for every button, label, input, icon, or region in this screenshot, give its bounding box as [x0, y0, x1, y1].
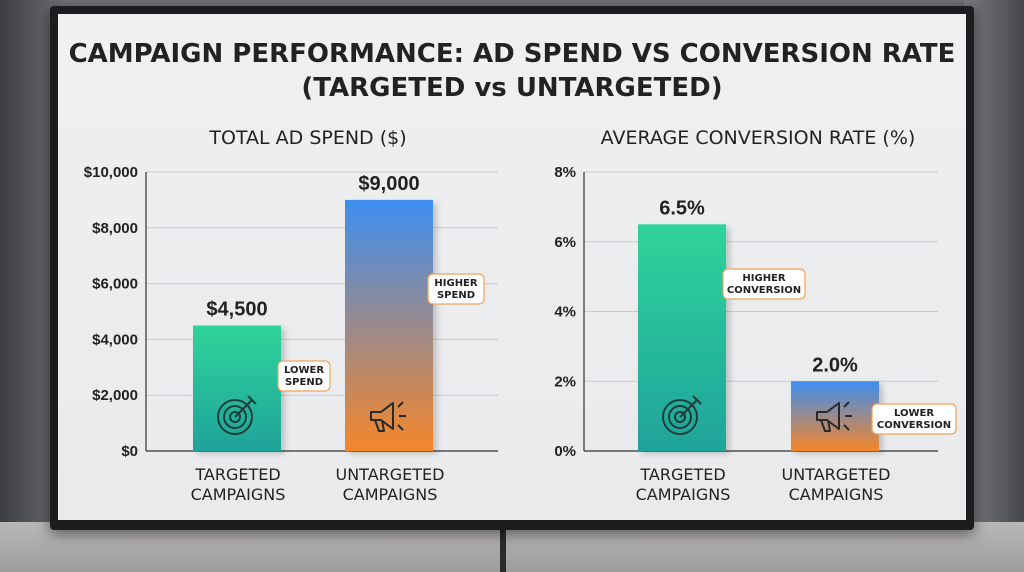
annotation-text: CONVERSION: [877, 420, 951, 431]
category-label: CAMPAIGNS: [636, 485, 731, 504]
category-label: CAMPAIGNS: [789, 485, 884, 504]
y-tick-label: 0%: [554, 443, 576, 460]
bar-value-label: 6.5%: [659, 197, 705, 219]
bar-targeted: [193, 325, 281, 451]
bar-untargeted: [791, 381, 879, 451]
category-label: UNTARGETED: [336, 465, 445, 484]
y-tick-label: $0: [121, 443, 138, 460]
annotation-text: SPEND: [285, 377, 323, 388]
chart-title: AVERAGE CONVERSION RATE (%): [601, 127, 916, 149]
annotation-text: LOWER: [284, 365, 324, 376]
bar-untargeted: [345, 199, 433, 451]
ad-spend-chart: TOTAL AD SPEND ($) $0 $2,000 $4,000 $6,000 $8…: [84, 127, 498, 504]
y-tick-label: 4%: [554, 304, 576, 321]
y-tick-label: $2,000: [92, 387, 138, 404]
table-surface: [0, 522, 1024, 572]
main-title-line2: (TARGETED vs UNTARGETED): [301, 73, 722, 103]
y-tick-label: $10,000: [84, 164, 138, 181]
target-icon: [217, 395, 257, 435]
chart-canvas: CAMPAIGN PERFORMANCE: AD SPEND VS CONVER…: [69, 39, 957, 504]
annotation-text: CONVERSION: [727, 285, 801, 296]
y-tick-label: $4,000: [92, 331, 138, 348]
main-title-line1: CAMPAIGN PERFORMANCE: AD SPEND VS CONVER…: [69, 39, 956, 69]
bar-value-label: $9,000: [358, 173, 419, 195]
category-label: TARGETED: [639, 465, 725, 484]
target-icon: [662, 395, 702, 435]
y-tick-label: $8,000: [92, 220, 138, 237]
y-tick-label: 6%: [554, 234, 576, 251]
bar-value-label: $4,500: [206, 298, 267, 320]
y-tick-label: 2%: [554, 373, 576, 390]
megaphone-icon: [816, 401, 852, 432]
megaphone-icon: [370, 401, 406, 432]
annotation-text: HIGHER: [434, 278, 477, 289]
y-tick-label: $6,000: [92, 276, 138, 293]
monitor-screen: CAMPAIGN PERFORMANCE: AD SPEND VS CONVER…: [58, 14, 966, 520]
annotation-text: LOWER: [894, 408, 934, 419]
monitor-stand: [500, 525, 506, 572]
monitor: CAMPAIGN PERFORMANCE: AD SPEND VS CONVER…: [50, 6, 974, 530]
y-tick-label: 8%: [554, 164, 576, 181]
category-label: TARGETED: [194, 465, 280, 484]
category-label: UNTARGETED: [782, 465, 891, 484]
room-background-right: [964, 0, 1024, 572]
conversion-rate-chart: AVERAGE CONVERSION RATE (%) 0% 2% 4% 6% 8% 6.5…: [554, 127, 957, 504]
annotation-text: SPEND: [437, 290, 475, 301]
chart-title: TOTAL AD SPEND ($): [208, 127, 406, 149]
bar-targeted: [638, 224, 726, 451]
bar-value-label: 2.0%: [812, 354, 858, 376]
annotation-text: HIGHER: [742, 273, 785, 284]
category-label: CAMPAIGNS: [191, 485, 286, 504]
category-label: CAMPAIGNS: [343, 485, 438, 504]
